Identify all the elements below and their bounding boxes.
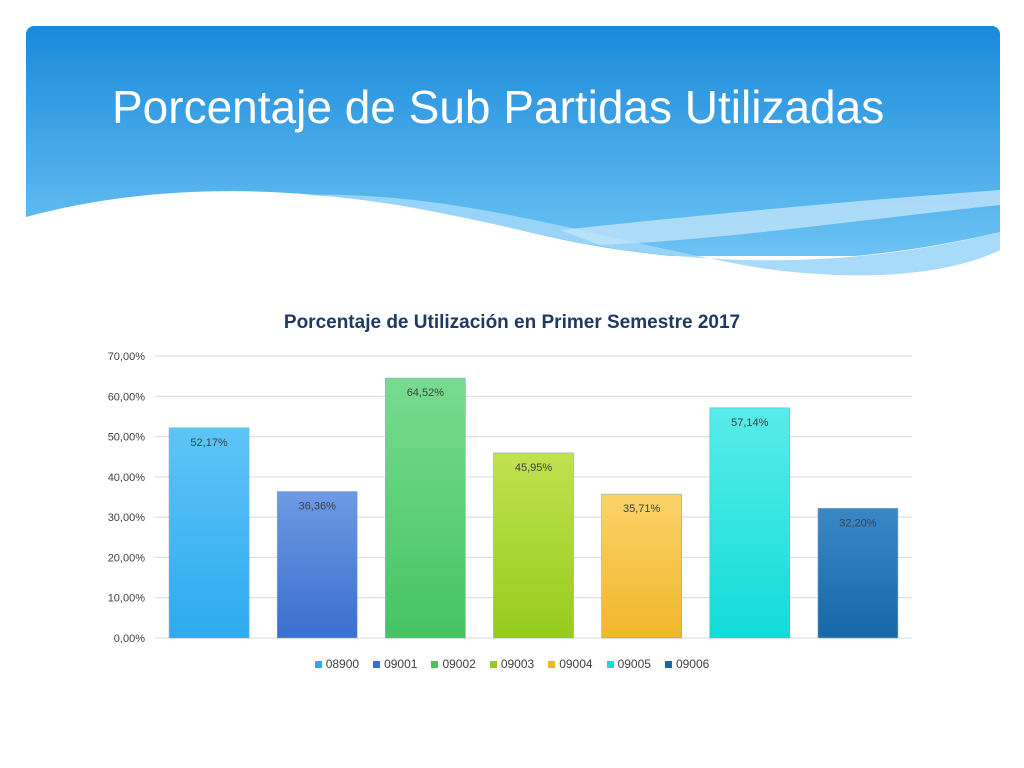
- legend-swatch: [314, 660, 322, 668]
- legend-swatch: [606, 660, 614, 668]
- data-labels: 52,17% 36,36% 64,52% 45,95% 35,71% 57,14% 32,2…: [190, 387, 876, 529]
- y-tick-label: 40,00%: [108, 472, 146, 484]
- bar-09002: [385, 377, 466, 639]
- legend-label: 09002: [442, 657, 476, 671]
- legend-item-09003: 09003: [489, 657, 535, 671]
- y-tick-label: 20,00%: [108, 552, 146, 564]
- legend-swatch: [548, 660, 556, 668]
- data-label: 57,14%: [731, 417, 769, 429]
- legend-item-09006: 09006: [664, 657, 710, 671]
- data-label: 32,20%: [839, 517, 877, 529]
- legend-swatch: [664, 660, 672, 668]
- slide-header-background: [26, 26, 1000, 300]
- bar-09005: [709, 407, 791, 639]
- y-tick-label: 70,00%: [108, 351, 146, 363]
- legend-label: 09006: [675, 657, 710, 671]
- legend-item-09001: 09001: [373, 657, 417, 671]
- legend-label: 09003: [500, 657, 535, 671]
- y-tick-label: 30,00%: [108, 512, 146, 524]
- header-wave-light: [300, 194, 1000, 276]
- legend-swatch: [489, 660, 497, 668]
- slide-title: Porcentaje de Sub Partidas Utilizadas: [112, 81, 885, 133]
- data-label: 35,71%: [623, 503, 661, 515]
- legend-item-09004: 09004: [548, 657, 593, 671]
- chart-legend: 08900 09001 09002 09003 09004 09005 09006: [0, 657, 1024, 671]
- bar-09003: [493, 452, 574, 639]
- header-wave-white: [26, 191, 1000, 300]
- legend-label: 09005: [617, 657, 651, 671]
- bar-09004: [601, 493, 682, 639]
- bars: [168, 377, 899, 639]
- bar-09006: [817, 507, 899, 639]
- data-label: 52,17%: [190, 437, 228, 449]
- bar-09001: [276, 491, 358, 639]
- data-label: 45,95%: [515, 462, 553, 474]
- legend-label: 09001: [384, 657, 418, 671]
- y-tick-label: 60,00%: [108, 391, 146, 403]
- legend-swatch: [431, 660, 439, 668]
- bar-08900: [168, 427, 250, 639]
- y-axis-ticks: 0,00% 10,00% 20,00% 30,00% 40,00% 50,00% 60,00…: [108, 351, 146, 645]
- y-tick-label: 0,00%: [114, 633, 145, 645]
- legend-item-09005: 09005: [606, 657, 651, 671]
- y-tick-label: 10,00%: [108, 593, 146, 605]
- header-wave-accent: [560, 190, 1000, 245]
- legend-item-09002: 09002: [431, 657, 476, 671]
- legend-label: 08900: [325, 657, 360, 671]
- legend-label: 09004: [559, 657, 593, 671]
- y-tick-label: 50,00%: [108, 432, 146, 444]
- legend-swatch: [373, 660, 381, 668]
- chart-title: Porcentaje de Utilización en Primer Seme…: [283, 312, 741, 333]
- data-label: 36,36%: [299, 501, 337, 513]
- data-label: 64,52%: [407, 387, 445, 399]
- legend-item-08900: 08900: [314, 657, 360, 671]
